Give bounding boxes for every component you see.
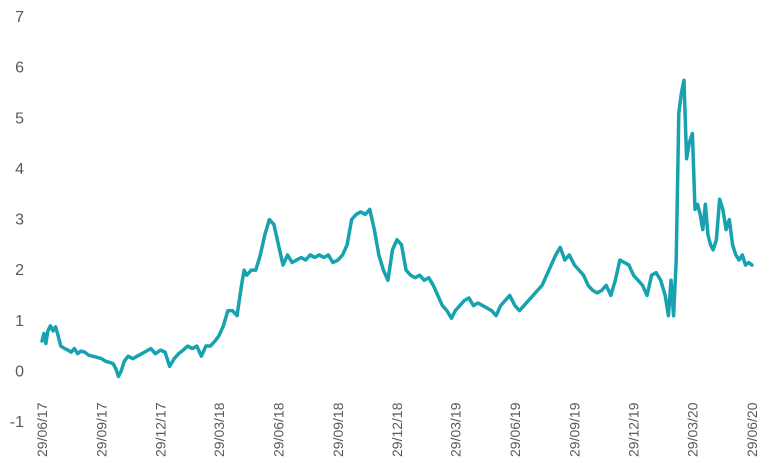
y-tick-label: 0 <box>15 363 24 380</box>
x-tick-label: 29/06/18 <box>270 402 286 457</box>
y-tick-label: 5 <box>15 110 24 127</box>
y-tick-label: -1 <box>10 414 24 431</box>
y-tick-label: 6 <box>15 60 24 77</box>
y-tick-label: 7 <box>15 9 24 26</box>
x-tick-label: 29/03/19 <box>447 402 463 457</box>
series-layer <box>40 78 754 379</box>
x-tick-label: 29/03/20 <box>684 402 700 457</box>
x-tick-label: 29/09/19 <box>567 402 583 457</box>
x-tick-label: 29/12/19 <box>625 402 641 457</box>
y-tick-label: 4 <box>15 161 24 178</box>
series-line <box>40 78 754 379</box>
y-axis-tick-labels: -1 0 1 2 3 4 5 6 7 <box>10 9 24 431</box>
x-tick-label: 29/12/18 <box>389 402 405 457</box>
x-tick-label: 29/09/17 <box>94 402 110 457</box>
x-tick-label: 29/12/17 <box>153 402 169 457</box>
x-tick-label: 29/06/17 <box>34 402 50 457</box>
x-tick-label: 29/06/20 <box>744 402 760 457</box>
y-tick-label: 1 <box>15 313 24 330</box>
x-tick-label: 29/09/18 <box>330 402 346 457</box>
y-tick-label: 2 <box>15 262 24 279</box>
y-tick-label: 3 <box>15 212 24 229</box>
x-tick-label: 29/06/19 <box>507 402 523 457</box>
x-axis-tick-labels: 29/06/17 29/09/17 29/12/17 29/03/18 29/06/18… <box>34 402 760 457</box>
x-tick-label: 29/03/18 <box>211 402 227 457</box>
